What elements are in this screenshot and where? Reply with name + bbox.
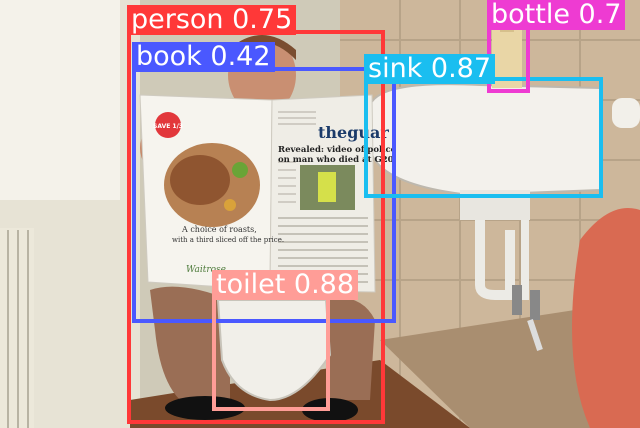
toilet-detection-label: toilet 0.88 <box>212 270 358 300</box>
person-detection-label: person 0.75 <box>127 5 296 35</box>
sink-detection-label: sink 0.87 <box>364 54 495 84</box>
toilet-bounding-box <box>212 295 330 411</box>
sink-bounding-box <box>364 77 603 198</box>
bottle-detection-label: bottle 0.7 <box>487 0 625 30</box>
book-detection-label: book 0.42 <box>132 42 275 72</box>
